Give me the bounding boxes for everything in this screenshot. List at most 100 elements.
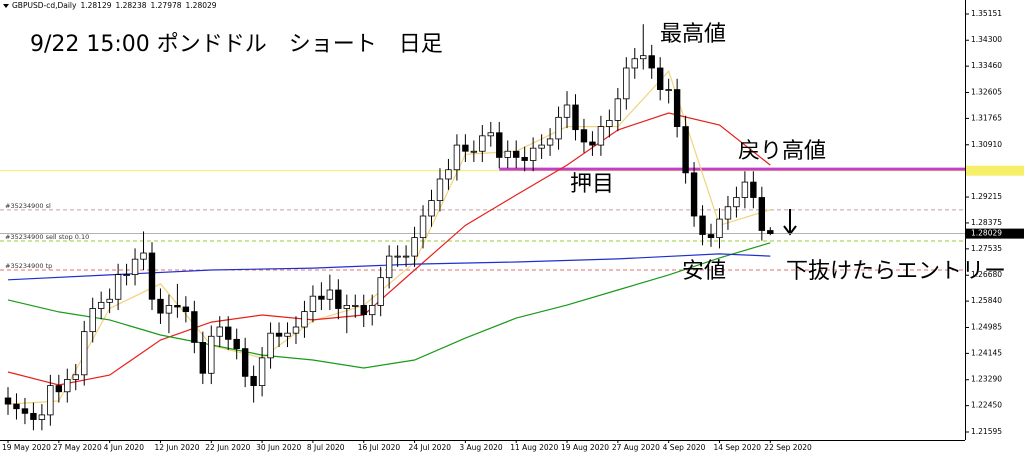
- candle-body: [241, 348, 249, 377]
- candle-body: [572, 104, 579, 131]
- candle-body: [114, 274, 122, 300]
- header-high: 1.28238: [115, 1, 146, 10]
- level-label: #35234900 sl: [5, 202, 51, 210]
- candle-body: [318, 295, 325, 300]
- annotation: 押目: [570, 172, 614, 197]
- candle-body: [597, 126, 605, 146]
- candle-body: [216, 326, 223, 337]
- x-tick-label: 19 Aug 2020: [561, 443, 609, 452]
- candle-body: [513, 150, 520, 158]
- annotation: 下抜けたらエントリー: [786, 259, 1006, 284]
- candle-body: [106, 298, 113, 303]
- y-tick-label: 1.24145: [971, 348, 1002, 357]
- candle-body: [656, 67, 664, 90]
- x-tick-label: 16 Jul 2020: [358, 443, 401, 452]
- candle-body: [385, 255, 393, 279]
- candle-body: [335, 289, 342, 309]
- candle-body: [453, 144, 461, 171]
- candle-body: [309, 295, 317, 312]
- candle-body: [174, 305, 181, 308]
- candle-body: [55, 385, 63, 393]
- moving-average: [7, 112, 771, 386]
- y-tick-label: 1.21595: [971, 427, 1002, 436]
- candle-body: [411, 237, 418, 257]
- candle-body: [724, 206, 732, 220]
- candle-body: [741, 181, 749, 198]
- y-tick-label: 1.25840: [971, 296, 1002, 305]
- candle-body: [89, 308, 96, 333]
- y-tick-label: 1.35151: [971, 9, 1002, 18]
- candle-body: [267, 332, 274, 359]
- candle-body: [631, 58, 638, 69]
- y-tick-label: 1.26680: [971, 270, 1002, 279]
- candle-body: [191, 311, 198, 343]
- candle-body: [462, 144, 469, 152]
- y-tick-label: 1.33460: [971, 61, 1002, 70]
- candle-body: [767, 230, 774, 235]
- x-tick-label: 14 Sep 2020: [713, 443, 761, 452]
- candle-body: [157, 298, 164, 314]
- candle-body: [750, 181, 757, 198]
- y-tick-label: 1.31765: [971, 113, 1002, 122]
- candle-body: [419, 215, 427, 238]
- level-label: #35234900 sell stop 0.10: [5, 233, 89, 241]
- x-tick-label: 12 Jun 2020: [154, 443, 199, 452]
- candle-body: [623, 67, 630, 100]
- last-price-tag: [966, 228, 1024, 239]
- candle-body: [436, 178, 444, 201]
- candle-body: [470, 150, 478, 153]
- candle-body: [165, 305, 173, 314]
- y-tick-label: 1.32605: [971, 88, 1002, 97]
- candle-body: [614, 98, 622, 121]
- x-tick-label: 8 Jul 2020: [307, 443, 345, 452]
- candle-body: [733, 197, 740, 208]
- candle-body: [428, 200, 435, 217]
- candle-body: [148, 252, 156, 300]
- y-tick-label: 1.22450: [971, 401, 1002, 410]
- x-tick-label: 22 Sep 2020: [764, 443, 812, 452]
- x-tick-label: 3 Aug 2020: [459, 443, 502, 452]
- annotation: 最高値: [660, 22, 726, 47]
- header-low: 1.27978: [151, 1, 182, 10]
- chart-title: 9/22 15:00 ポンドドル ショート 日足: [30, 32, 443, 57]
- candle-body: [716, 218, 723, 238]
- candle-body: [563, 104, 571, 118]
- candle-body: [225, 326, 232, 340]
- candle-body: [377, 277, 384, 306]
- y-tick-label: 1.29215: [971, 192, 1002, 201]
- header-close: 1.28029: [186, 1, 217, 10]
- candle-body: [479, 135, 486, 152]
- candle-body: [504, 150, 511, 158]
- candle-body: [131, 258, 139, 275]
- candle-body: [758, 197, 766, 231]
- candle-body: [640, 55, 647, 60]
- moving-average: [7, 242, 771, 369]
- candle-body: [580, 129, 588, 143]
- candle-body: [64, 379, 71, 393]
- candle-body: [538, 144, 545, 149]
- candle-body: [589, 141, 596, 146]
- x-tick-label: 24 Jul 2020: [409, 443, 452, 452]
- candle-body: [301, 311, 308, 328]
- candle-body: [394, 255, 401, 258]
- candle-body: [707, 234, 715, 238]
- x-tick-label: 4 Jun 2020: [104, 443, 145, 452]
- x-tick-label: 4 Sep 2020: [663, 443, 706, 452]
- annotation: 安値: [682, 259, 726, 284]
- candle-body: [13, 403, 20, 410]
- candle-body: [208, 335, 215, 374]
- candle-body: [496, 132, 503, 158]
- candle-body: [140, 252, 147, 260]
- candle-body: [21, 408, 29, 414]
- candle-body: [546, 138, 554, 146]
- x-tick-label: 27 Aug 2020: [612, 443, 660, 452]
- candle-body: [30, 412, 37, 420]
- symbol: GBPUSD-cd,Daily: [12, 1, 77, 10]
- candle-body: [81, 331, 88, 376]
- candle-body: [97, 301, 105, 309]
- candle-body: [352, 305, 359, 307]
- x-tick-label: 22 Jun 2020: [205, 443, 250, 452]
- header-icon: [3, 4, 9, 8]
- candle-body: [38, 414, 46, 420]
- candle-body: [123, 274, 130, 276]
